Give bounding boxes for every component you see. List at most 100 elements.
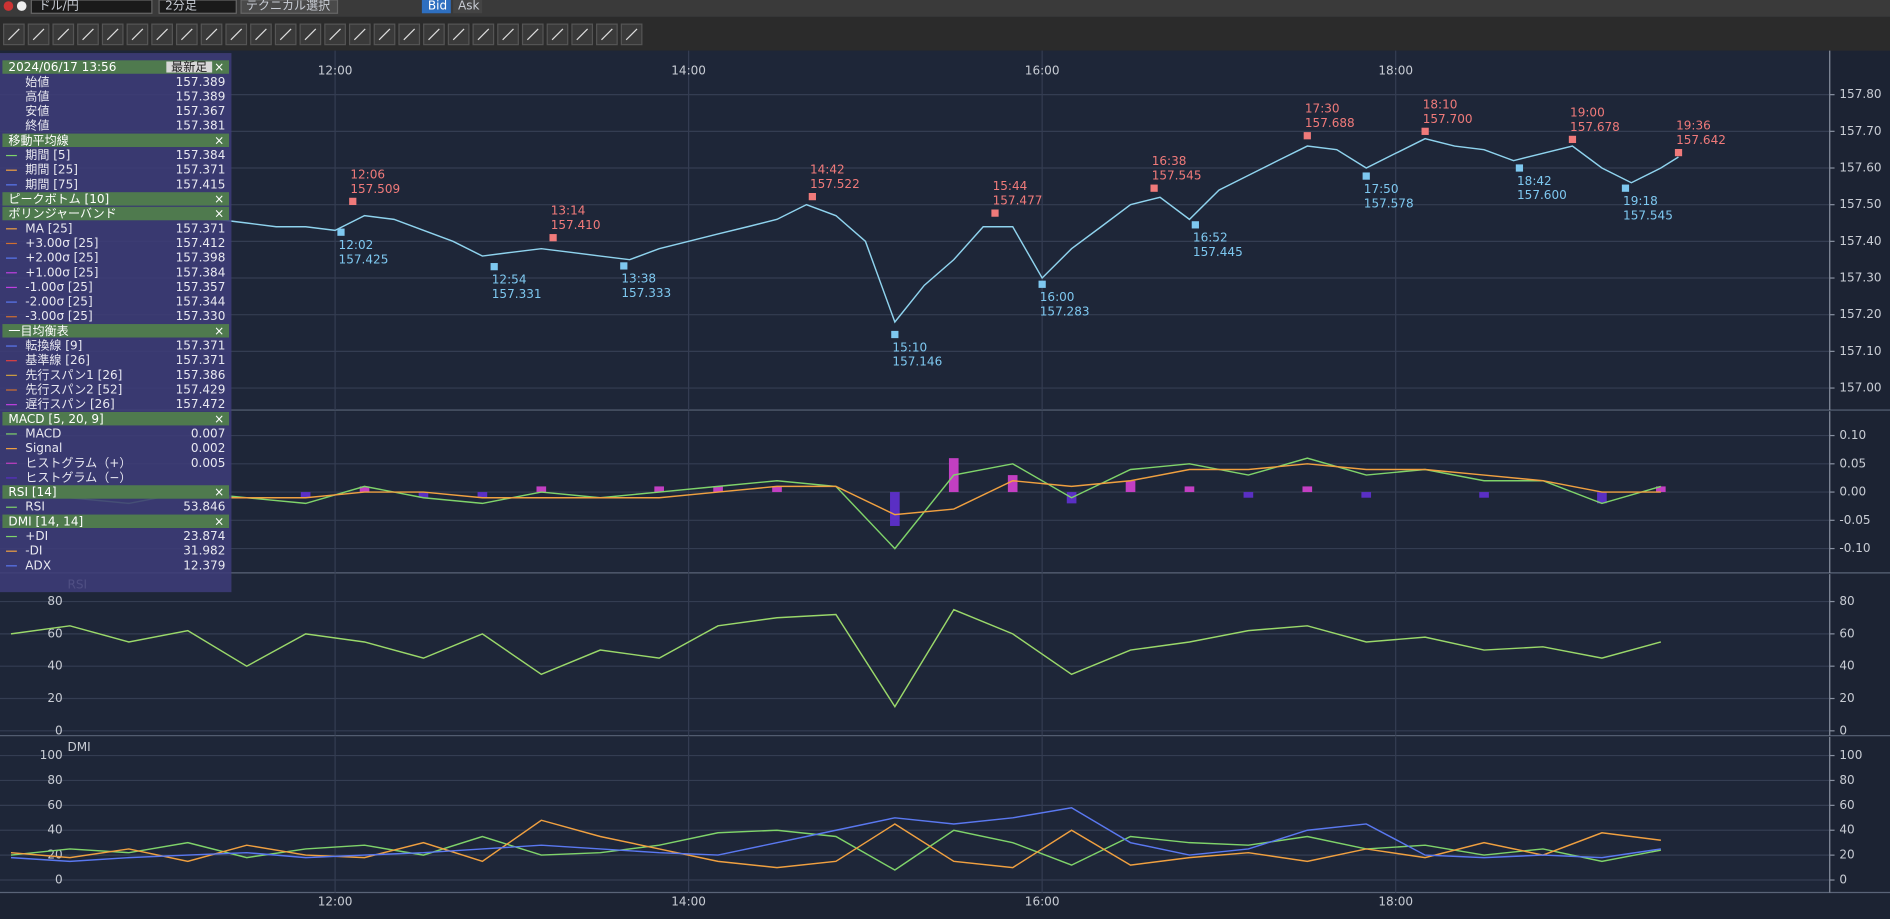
row-value: 157.371 — [176, 339, 226, 353]
row-value: 31.982 — [183, 544, 225, 558]
x-tick-label: 16:00 — [1025, 64, 1060, 78]
close-button[interactable]: × — [214, 60, 224, 74]
y-tick-label: 157.00 — [1839, 381, 1881, 395]
plot-area — [0, 574, 1830, 736]
extreme-time: 15:10 — [892, 340, 927, 354]
tool-glyph — [625, 28, 638, 41]
extreme-value: 157.333 — [621, 286, 671, 300]
extreme-marker — [1191, 221, 1199, 229]
latest-button[interactable] — [166, 61, 213, 73]
extreme-marker — [490, 263, 498, 271]
extreme-value: 157.509 — [350, 182, 400, 196]
x-tick-label: 18:00 — [1378, 895, 1413, 909]
extreme-time: 16:52 — [1193, 231, 1228, 245]
ask-button[interactable] — [453, 0, 483, 14]
y-tick-label: 80 — [47, 594, 62, 608]
x-tick-label: 12:00 — [318, 895, 353, 909]
histogram-bar — [654, 486, 664, 493]
extreme-time: 17:30 — [1305, 102, 1340, 116]
symbol-select[interactable] — [30, 0, 153, 14]
tool-glyph — [551, 28, 564, 41]
tool-glyph — [477, 28, 490, 41]
row-value: 157.429 — [176, 383, 226, 397]
extreme-time: 12:06 — [350, 167, 385, 181]
extreme-time: 16:00 — [1040, 290, 1075, 304]
row-value: 157.367 — [176, 104, 226, 118]
close-button[interactable]: × — [214, 207, 224, 221]
extreme-value: 157.545 — [1152, 169, 1202, 183]
row-label: RSI — [25, 500, 45, 514]
close-button[interactable]: × — [214, 133, 224, 147]
row-value: 157.412 — [176, 236, 226, 250]
extreme-marker — [620, 262, 628, 270]
row-value: 157.389 — [176, 75, 226, 89]
row-label: +3.00σ [25] — [25, 236, 98, 250]
plot-area — [0, 50, 1830, 411]
series-line — [10, 463, 1661, 516]
y-tick-label: 157.10 — [1839, 344, 1881, 358]
close-button[interactable]: × — [214, 485, 224, 499]
symbol: ドル/円 — [39, 0, 79, 13]
row-value: 0.007 — [191, 426, 225, 440]
timeframe: 2分足 — [165, 0, 197, 13]
row-label: -DI — [25, 544, 42, 558]
histogram-bar — [300, 492, 311, 498]
extreme-marker — [1303, 132, 1311, 140]
x-tick-label: 12:00 — [318, 64, 353, 78]
extreme-value: 157.477 — [993, 194, 1043, 208]
row-value: 157.344 — [176, 295, 226, 309]
row-value: 53.846 — [183, 500, 225, 514]
histogram-bar — [1656, 486, 1666, 493]
timeframe-select[interactable] — [158, 0, 237, 14]
technical-select[interactable] — [240, 0, 339, 14]
section-title: DMI [14, 14] — [8, 514, 83, 528]
extreme-value: 157.545 — [1623, 208, 1673, 222]
extreme-marker — [349, 197, 357, 205]
row-label: -3.00σ [25] — [25, 309, 92, 323]
bid-button[interactable] — [421, 0, 451, 14]
close-button[interactable]: × — [214, 514, 224, 528]
section-title: 2024/06/17 13:56 — [8, 60, 116, 74]
close-button[interactable]: × — [214, 324, 224, 338]
extreme-time: 15:44 — [993, 179, 1028, 193]
flag — [16, 1, 27, 11]
tool-glyph — [230, 28, 243, 41]
histogram-bar — [772, 486, 782, 493]
extreme-time: 16:38 — [1152, 154, 1187, 168]
y-tick-label: 60 — [47, 798, 62, 812]
extreme-time: 18:42 — [1517, 174, 1552, 188]
extreme-marker — [891, 330, 899, 339]
y-tick-label: 20 — [1839, 691, 1854, 705]
extreme-value: 157.283 — [1040, 304, 1090, 318]
tool-glyph — [304, 28, 317, 41]
bid: Bid — [428, 0, 447, 13]
row-value: 0.005 — [191, 456, 225, 470]
extreme-value: 157.642 — [1676, 133, 1726, 147]
tool-glyph — [82, 28, 94, 41]
y-tick-label: 0.00 — [1839, 485, 1866, 499]
row-label: +2.00σ [25] — [25, 251, 98, 265]
y-tick-label: 40 — [1839, 823, 1854, 837]
y-tick-label: 0.05 — [1839, 456, 1866, 470]
extreme-marker — [1621, 184, 1630, 192]
row-label: ADX — [25, 558, 51, 572]
close-button[interactable]: × — [214, 192, 224, 206]
extreme-time: 14:42 — [810, 163, 845, 177]
row-label: MA [25] — [25, 221, 72, 235]
y-tick-label: 80 — [47, 773, 62, 787]
tool-glyph — [601, 28, 613, 41]
y-tick-label: -0.05 — [1839, 513, 1870, 527]
close-button[interactable]: × — [214, 412, 224, 426]
extreme-marker — [991, 209, 999, 217]
row-value: 0.002 — [191, 441, 225, 455]
row-value: 157.415 — [176, 177, 226, 191]
extreme-marker — [1421, 127, 1429, 135]
y-tick-label: -0.10 — [1839, 541, 1870, 555]
histogram-bar — [1125, 480, 1136, 493]
histogram-bar — [1479, 492, 1489, 498]
row-value: 157.371 — [176, 163, 226, 177]
row-label: 先行スパン2 [52] — [25, 383, 122, 397]
histogram-bar — [1184, 486, 1195, 493]
